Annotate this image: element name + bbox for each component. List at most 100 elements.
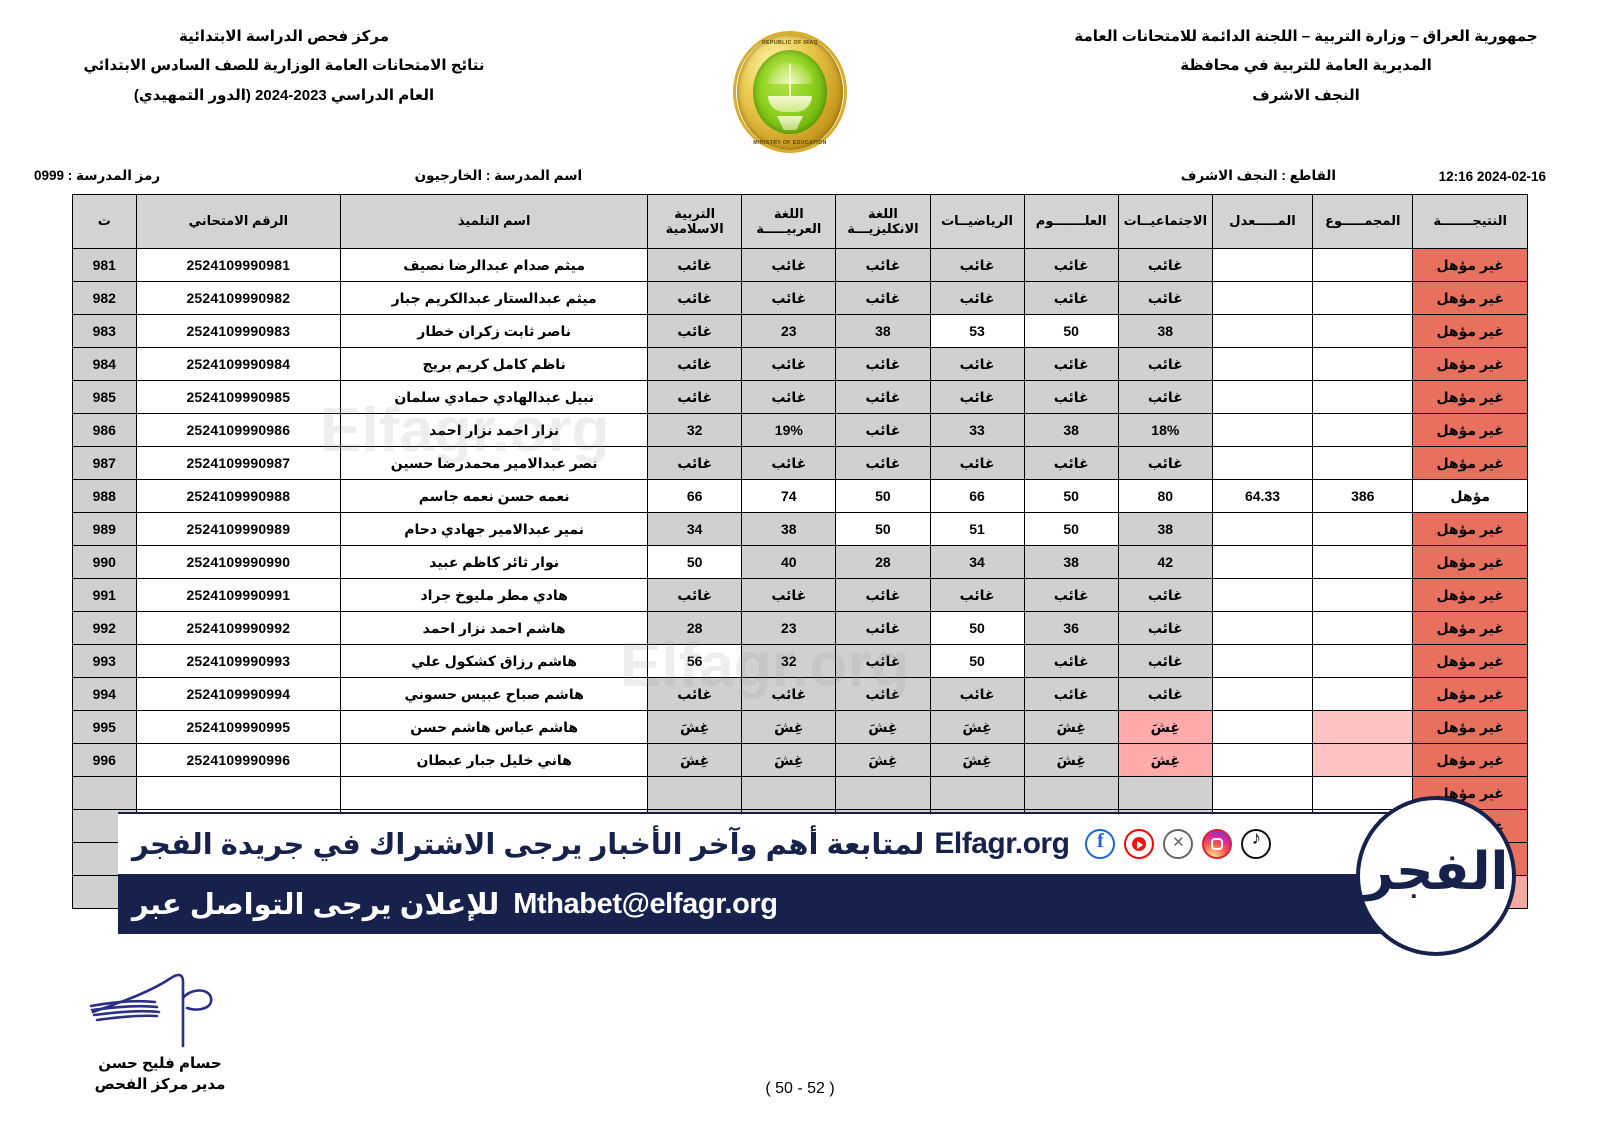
cell-social: غائب	[1117, 380, 1213, 414]
cell-student-name: ميثم صدام عبدالرضا نصيف	[340, 248, 649, 282]
cell-rate	[1211, 314, 1314, 348]
cell-total	[1312, 578, 1414, 612]
signature-name: حسام فليح حسن	[98, 1055, 222, 1072]
cell-exam-number: 2524109990984	[135, 347, 342, 381]
elfagr-logo-text: الفجر	[1363, 842, 1509, 902]
cell-result: غير مؤهل	[1412, 644, 1528, 678]
results-table-container: النتيجـــــــة المجمـــــوع المـــــعدل …	[0, 194, 1600, 909]
cell-islamic: 28	[647, 611, 743, 645]
cell-arabic: 23	[741, 314, 837, 348]
cell-student-name: هاشم رزاق كشكول علي	[340, 644, 649, 678]
cell-science: 38	[1023, 413, 1119, 447]
cell-arabic: 74	[741, 479, 837, 513]
cell-seq: 982	[72, 281, 137, 315]
cell-social: غِشَ	[1117, 743, 1213, 777]
cell-math	[929, 776, 1025, 810]
cell-total	[1312, 281, 1414, 315]
cell-rate	[1211, 545, 1314, 579]
cell-student-name: ميثم عبدالستار عبدالكريم جبار	[340, 281, 649, 315]
cell-result: غير مؤهل	[1412, 611, 1528, 645]
ad-website-link[interactable]: Elfagr.org	[934, 827, 1070, 860]
cell-student-name: نصر عبدالامير محمدرضا حسين	[340, 446, 649, 480]
cell-english: غائب	[835, 281, 931, 315]
header-directorate-line: المديرية العامة للتربية في محافظة	[1180, 57, 1432, 75]
cell-science: غِشَ	[1023, 743, 1119, 777]
cell-seq: 987	[72, 446, 137, 480]
cell-seq: 985	[72, 380, 137, 414]
cell-total	[1312, 380, 1414, 414]
cell-exam-number: 2524109990992	[135, 611, 342, 645]
cell-total	[1312, 512, 1414, 546]
cell-seq: 990	[72, 545, 137, 579]
cell-social: 80	[1117, 479, 1213, 513]
cell-result: غير مؤهل	[1412, 578, 1528, 612]
ad-email-link[interactable]: Mthabet@elfagr.org	[513, 887, 778, 920]
col-header-social: الاجتماعيــات	[1117, 194, 1213, 249]
cell-exam-number: 2524109990993	[135, 644, 342, 678]
table-row: غير مؤهل 38 50 51 50 38 34 نمير عبدالامير جهادي…	[72, 512, 1528, 546]
cell-total	[1312, 248, 1414, 282]
cell-total	[1312, 413, 1414, 447]
cell-math: غائب	[929, 347, 1025, 381]
cell-social: 38	[1117, 314, 1213, 348]
instagram-icon[interactable]	[1202, 829, 1233, 859]
cell-seq: 991	[72, 578, 137, 612]
table-header-row: النتيجـــــــة المجمـــــوع المـــــعدل …	[72, 194, 1528, 249]
cell-student-name	[340, 776, 649, 810]
cell-rate	[1211, 776, 1314, 810]
cell-total	[1312, 743, 1414, 777]
cell-total	[1312, 710, 1414, 744]
table-row: غير مؤهل	[72, 776, 1528, 810]
cell-total	[1312, 611, 1414, 645]
cell-islamic: غائب	[647, 446, 743, 480]
cell-total	[1312, 314, 1414, 348]
cell-result: مؤهل	[1412, 479, 1528, 513]
cell-arabic: غائب	[741, 446, 837, 480]
cell-seq: 986	[72, 413, 137, 447]
cell-math: غائب	[929, 380, 1025, 414]
cell-total: 386	[1312, 479, 1414, 513]
cell-science: غِشَ	[1023, 710, 1119, 744]
cell-student-name: نوار ثائر كاظم عبيد	[340, 545, 649, 579]
cell-student-name: هادي مطر مليوخ جراد	[340, 578, 649, 612]
facebook-icon[interactable]	[1085, 829, 1116, 859]
signature-mark	[89, 973, 213, 1048]
cell-social	[1117, 776, 1213, 810]
cell-social: 38	[1117, 512, 1213, 546]
table-row: غير مؤهل 38 50 53 38 23 غائب ناصر ثابت زكران خط…	[72, 314, 1528, 348]
cell-islamic: 34	[647, 512, 743, 546]
emblem-open-book	[768, 96, 812, 112]
cell-total	[1312, 446, 1414, 480]
table-row: مؤهل 386 64.33 80 50 66 50 74 66 نعمه حسن نعمه جا…	[72, 479, 1528, 513]
cell-english: غِشَ	[835, 743, 931, 777]
cell-exam-number: 2524109990995	[135, 710, 342, 744]
cell-islamic: غائب	[647, 578, 743, 612]
cell-social: 18%	[1117, 413, 1213, 447]
cell-islamic: غائب	[647, 281, 743, 315]
cell-exam-number: 2524109990982	[135, 281, 342, 315]
cell-science: غائب	[1023, 446, 1119, 480]
cell-student-name: هاشم احمد نزار احمد	[340, 611, 649, 645]
table-row: غير مؤهل غائب غائب 50 غائب 32 56 هاشم رزاق كشكو…	[72, 644, 1528, 678]
cell-math: غائب	[929, 677, 1025, 711]
cell-total	[1312, 545, 1414, 579]
results-table: النتيجـــــــة المجمـــــوع المـــــعدل …	[72, 194, 1528, 909]
cell-arabic: غائب	[741, 347, 837, 381]
ad-top-bar: Elfagr.org لمتابعة أهم وآخر الأخبار يرجى…	[118, 812, 1398, 874]
cell-islamic: غِشَ	[647, 710, 743, 744]
cell-total	[1312, 776, 1414, 810]
col-header-seq: ت	[72, 194, 137, 249]
tiktok-icon[interactable]	[1241, 828, 1272, 859]
youtube-icon[interactable]	[1124, 829, 1155, 859]
table-row: غير مؤهل 18% 38 33 غائب 19% 32 نزار احمد نزار ا…	[72, 413, 1528, 447]
header-center-name: مركز فحص الدراسة الابتدائية	[178, 28, 390, 45]
cell-social: غِشَ	[1117, 710, 1213, 744]
cell-arabic: 23	[741, 611, 837, 645]
col-header-math: الرياضيــات	[929, 194, 1025, 249]
cell-total	[1312, 677, 1414, 711]
cell-seq: 983	[72, 314, 137, 348]
col-header-rate: المـــــعدل	[1211, 194, 1314, 249]
x-icon[interactable]	[1163, 829, 1194, 859]
cell-islamic: غائب	[647, 677, 743, 711]
cell-math: غائب	[929, 248, 1025, 282]
